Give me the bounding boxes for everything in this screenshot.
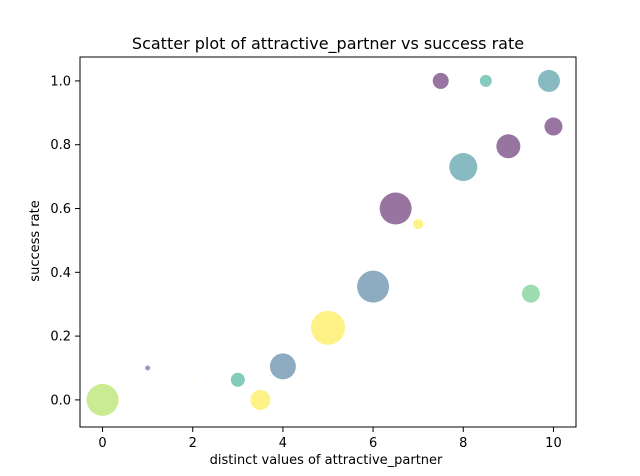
scatter-point [311, 310, 345, 345]
x-tick-label: 8 [459, 436, 467, 451]
scatter-point [230, 372, 245, 387]
scatter-point [145, 365, 151, 371]
scatter-point [537, 69, 560, 92]
scatter-point [544, 117, 563, 136]
y-tick-label: 0.8 [50, 138, 71, 153]
x-tick-label: 4 [279, 436, 287, 451]
x-axis-label: distinct values of attractive_partner [210, 453, 443, 468]
y-tick-label: 0.4 [50, 266, 71, 281]
y-axis: 0.0 0.2 0.4 0.6 0.8 1.0 [50, 74, 80, 408]
scatter-point [357, 270, 390, 303]
x-axis: 0 2 4 6 8 10 [98, 427, 562, 451]
scatter-point [269, 353, 296, 380]
scatter-point [479, 74, 492, 87]
x-tick-label: 0 [98, 436, 106, 451]
scatter-point [521, 284, 540, 303]
scatter-point [432, 72, 449, 89]
scatter-point [379, 192, 412, 225]
plot-frame [79, 56, 577, 428]
x-tick-label: 10 [545, 436, 562, 451]
points-layer [86, 69, 563, 416]
y-tick-label: 0.0 [50, 393, 71, 408]
y-tick-label: 1.0 [50, 74, 71, 89]
scatter-point [449, 153, 478, 182]
chart-title: Scatter plot of attractive_partner vs su… [132, 34, 524, 54]
x-tick-label: 6 [369, 436, 377, 451]
y-tick-label: 0.2 [50, 330, 71, 345]
scatter-point [413, 219, 424, 230]
x-tick-label: 2 [189, 436, 197, 451]
scatter-point [250, 389, 271, 410]
scatter-point [192, 380, 194, 382]
scatter-point [86, 383, 119, 416]
y-axis-label: success rate [28, 200, 43, 281]
y-tick-label: 0.6 [50, 202, 71, 217]
scatter-point [496, 134, 521, 159]
